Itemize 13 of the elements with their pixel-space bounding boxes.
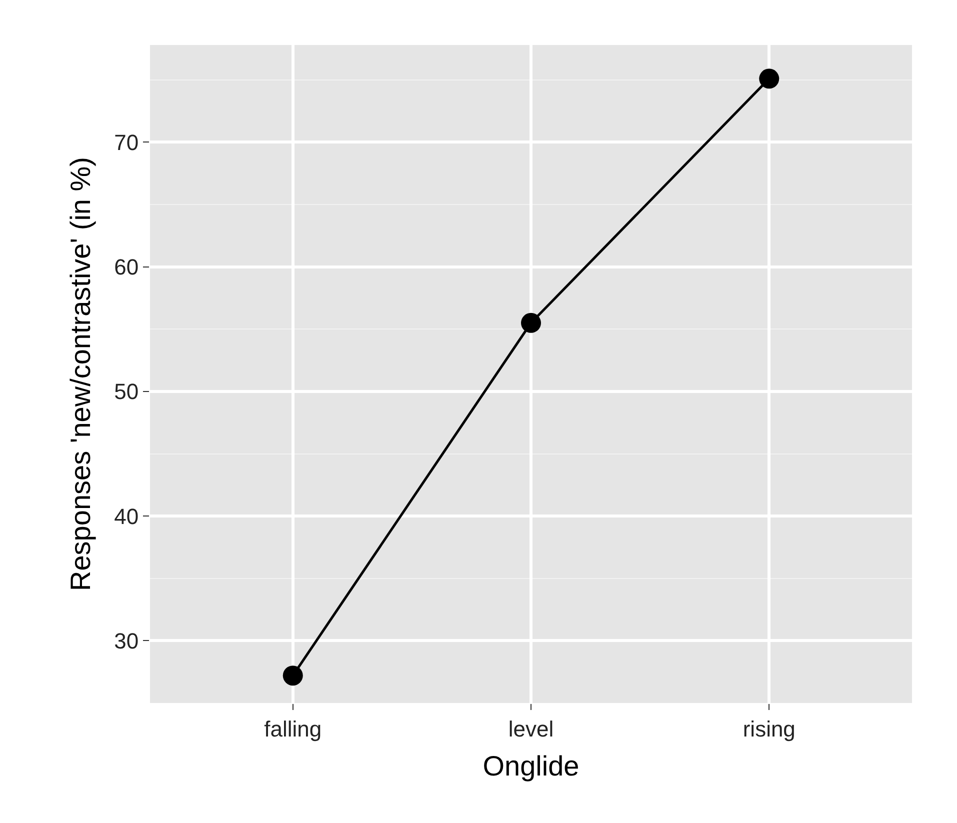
y-tick-label: 30 — [114, 628, 139, 654]
point — [521, 312, 541, 333]
point — [282, 666, 303, 686]
y-tick-label: 70 — [114, 130, 139, 155]
y-tick-label: 60 — [114, 254, 139, 280]
x-tick-label: rising — [742, 716, 796, 742]
x-axis-title: Onglide — [482, 750, 580, 782]
y-tick-label: 40 — [114, 504, 139, 529]
x-tick-label: level — [508, 716, 554, 742]
point — [759, 68, 780, 89]
y-axis-title: Responses 'new/contrastive' (in %) — [64, 157, 96, 591]
y-tick-label: 50 — [114, 379, 139, 404]
x-tick-label: falling — [264, 716, 322, 742]
